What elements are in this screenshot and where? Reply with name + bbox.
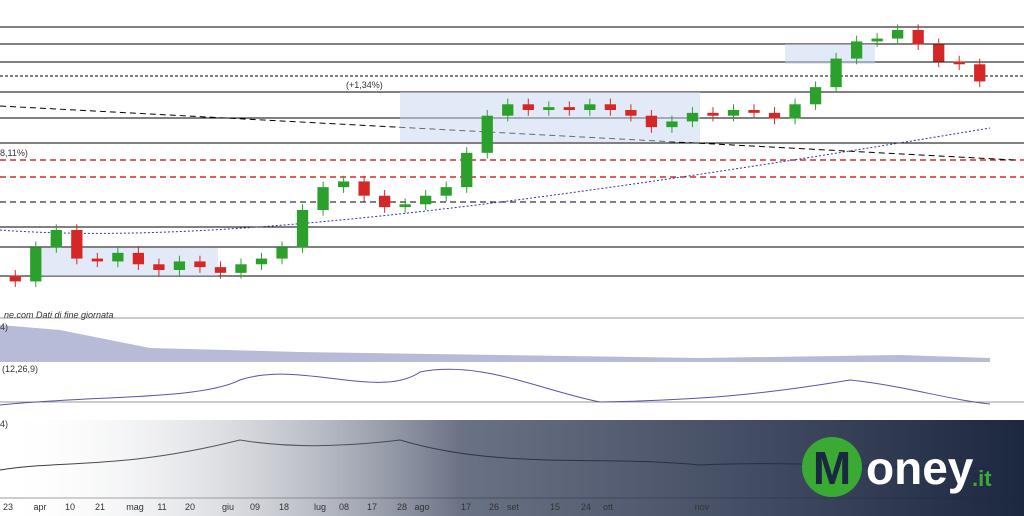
candle-body <box>255 258 268 265</box>
x-tick-label: 26 <box>489 502 499 512</box>
candle-body <box>748 110 760 113</box>
candle-body <box>522 104 534 110</box>
x-tick-label: 28 <box>397 502 407 512</box>
x-tick-label: mag <box>126 502 144 512</box>
candle-body <box>789 104 801 119</box>
candle-body <box>953 61 965 65</box>
reference-lines <box>0 26 1024 277</box>
candle-body <box>933 44 945 62</box>
candle-body <box>420 195 432 205</box>
candle-body <box>625 110 637 116</box>
source-note: ne.com Dati di fine giornata <box>4 310 114 320</box>
candle-body <box>584 104 596 110</box>
x-tick-label: apr <box>33 502 46 512</box>
candle-body <box>30 247 42 282</box>
candle-body <box>461 152 473 188</box>
candle-body <box>276 247 288 259</box>
candle-body <box>604 104 617 110</box>
x-tick-label: 09 <box>250 502 260 512</box>
indicator-label: 4) <box>0 322 8 332</box>
candle-body <box>153 264 165 270</box>
annotation: 8,11%) <box>0 148 28 158</box>
annotation: (+1,34%) <box>346 80 383 90</box>
candle-body <box>892 30 904 39</box>
candle-body <box>666 121 678 128</box>
candle-body <box>481 115 493 153</box>
candle-body <box>645 115 658 128</box>
candle-body <box>132 252 145 265</box>
x-axis-labels: 23 apr 10 21 mag 11 20 giu 09 18 lug 08 17 28 ago 17 26 s… <box>3 502 710 512</box>
candle-body <box>399 204 411 208</box>
candle-body <box>974 64 986 82</box>
candle-body <box>194 261 206 268</box>
x-tick-label: 24 <box>581 502 591 512</box>
x-tick-label: ago <box>414 502 429 512</box>
candle-body <box>296 210 309 248</box>
candle-body <box>50 230 62 248</box>
x-tick-label: ott <box>603 502 614 512</box>
x-tick-label: 10 <box>65 502 75 512</box>
x-tick-label: 17 <box>461 502 471 512</box>
candle-body <box>727 110 740 116</box>
x-tick-label: 08 <box>339 502 349 512</box>
x-tick-label: giu <box>222 502 234 512</box>
candle-body <box>707 112 719 116</box>
candle-body <box>871 38 883 42</box>
candle-body <box>563 107 575 110</box>
candle-body <box>235 264 247 273</box>
candle-body <box>358 181 370 196</box>
candle-body <box>214 267 227 273</box>
x-tick-label: 20 <box>185 502 195 512</box>
candle-body <box>543 107 555 110</box>
logo-suffix: .it <box>972 466 992 491</box>
candle-body <box>71 230 83 259</box>
candle-body <box>440 187 452 196</box>
x-tick-label: 18 <box>279 502 289 512</box>
x-tick-label: nov <box>695 502 710 512</box>
x-tick-label: 23 <box>3 502 13 512</box>
logo-circle <box>802 437 862 497</box>
candle-body <box>378 195 391 208</box>
candle-body <box>809 87 822 105</box>
candle-body <box>686 112 699 122</box>
candle-body <box>337 181 350 188</box>
candle-body <box>91 258 103 262</box>
x-tick-label: 21 <box>95 502 105 512</box>
candle-body <box>502 104 514 116</box>
candle-body <box>850 41 863 59</box>
x-tick-label: 17 <box>367 502 377 512</box>
x-tick-label: lug <box>314 502 326 512</box>
indicator-label: (12,26,9) <box>2 364 38 374</box>
candle-body <box>912 30 924 45</box>
candle-body <box>768 112 781 119</box>
macd-line <box>0 368 991 406</box>
x-tick-label: 11 <box>157 502 166 512</box>
candle-body <box>830 58 842 88</box>
candle-body <box>9 275 21 282</box>
candle-body <box>317 187 329 210</box>
x-tick-label: set <box>507 502 520 512</box>
logo-initial: M <box>813 442 851 494</box>
x-tick-label: 15 <box>550 502 560 512</box>
candle-body <box>112 252 124 262</box>
volume-area <box>0 325 990 362</box>
logo-text: oney <box>866 442 974 494</box>
candle-body <box>173 261 186 270</box>
